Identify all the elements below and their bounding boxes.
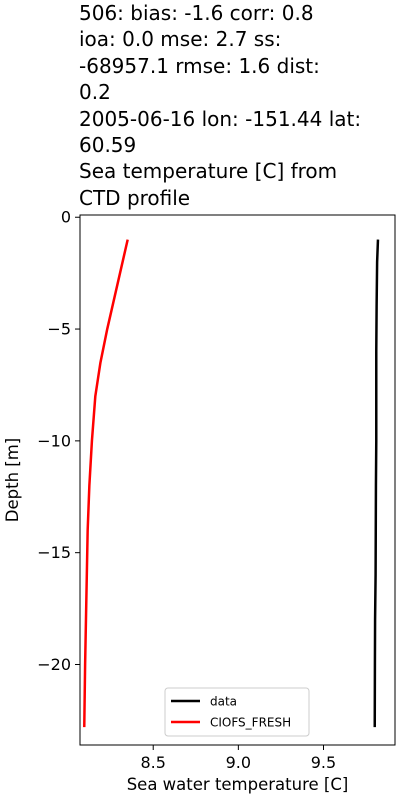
x-tick-label: 9.0 [226, 753, 251, 772]
plot-frame [79, 214, 396, 746]
y-tick-label: −5 [47, 320, 71, 339]
series-line-ciofs-fresh [83, 239, 129, 728]
y-tick-label: −15 [37, 543, 71, 562]
series-layer [83, 239, 380, 728]
legend-label: data [210, 695, 237, 709]
chart-title: 506: bias: -1.6 corr: 0.8 ioa: 0.0 mse: … [79, 1, 362, 210]
legend-label: CIOFS_FRESH [210, 716, 291, 730]
x-tick-label: 8.5 [140, 753, 165, 772]
x-axis-label: Sea water temperature [C] [127, 775, 349, 794]
legend-box [164, 687, 310, 737]
legend: data CIOFS_FRESH [164, 687, 310, 737]
y-tick-label: 0 [61, 208, 71, 227]
series-line-data [373, 239, 380, 728]
x-tick-label: 9.5 [311, 753, 336, 772]
ticks-layer: 8.5 9.0 9.5 0 −5 −10 −15 −20 [37, 208, 336, 772]
y-tick-label: −20 [37, 655, 71, 674]
y-tick-label: −10 [37, 431, 71, 450]
y-axis-label: Depth [m] [3, 438, 22, 522]
